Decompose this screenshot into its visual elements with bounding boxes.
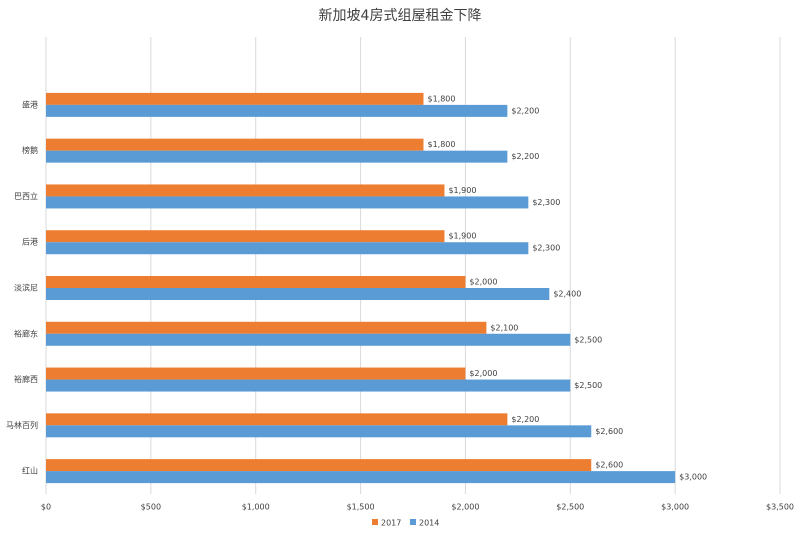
x-tick-label: $1,000 [242, 503, 270, 512]
chart-title: 新加坡4房式组屋租金下降 [319, 8, 482, 24]
bar [46, 459, 592, 472]
bar [46, 92, 424, 105]
value-label: $2,600 [595, 427, 623, 436]
bar [46, 425, 592, 438]
legend-swatch [410, 519, 416, 525]
value-label: $2,500 [574, 381, 602, 390]
value-label: $1,800 [427, 94, 455, 103]
y-tick-label: 后港 [22, 237, 38, 247]
bar [46, 321, 487, 334]
legend-label: 2017 [381, 519, 401, 528]
bar [46, 230, 445, 243]
bar [46, 471, 676, 484]
value-label: $3,000 [679, 473, 707, 482]
x-tick-label: $2,000 [451, 503, 479, 512]
value-label: $2,000 [469, 369, 497, 378]
x-tick-label: $2,500 [556, 503, 584, 512]
value-label: $2,200 [511, 106, 539, 115]
x-tick-label: $1,500 [347, 503, 375, 512]
bar [46, 138, 424, 151]
bar [46, 196, 529, 209]
value-label: $2,600 [595, 461, 623, 470]
legend-swatch [372, 519, 378, 525]
y-tick-label: 榜鹅 [22, 145, 38, 155]
value-label: $2,000 [469, 278, 497, 287]
value-label: $2,300 [532, 244, 560, 253]
x-tick-label: $0 [41, 503, 51, 512]
bar [46, 288, 550, 300]
value-label: $2,200 [511, 152, 539, 161]
y-tick-label: 巴西立 [14, 191, 38, 201]
y-tick-label: 红山 [22, 466, 38, 476]
bar [46, 333, 571, 346]
value-label: $2,500 [574, 335, 602, 344]
value-label: $2,300 [532, 198, 560, 207]
value-label: $1,800 [427, 140, 455, 149]
bar [46, 367, 466, 380]
value-label: $2,400 [553, 290, 581, 299]
value-label: $2,100 [490, 323, 518, 332]
y-tick-label: 淡滨尼 [14, 283, 38, 293]
value-label: $2,200 [511, 415, 539, 424]
value-label: $1,900 [448, 232, 476, 241]
y-tick-label: 马林百列 [6, 420, 38, 430]
bar [46, 276, 466, 288]
bar [46, 379, 571, 392]
bar [46, 413, 508, 426]
x-tick-label: $3,500 [766, 503, 794, 512]
y-tick-label: 裕廊西 [14, 374, 38, 384]
value-label: $1,900 [448, 186, 476, 195]
y-tick-label: 裕廊东 [14, 328, 38, 338]
bar [46, 184, 445, 197]
x-tick-label: $3,000 [661, 503, 689, 512]
legend-label: 2014 [419, 519, 439, 528]
bar [46, 242, 529, 255]
bar [46, 150, 508, 163]
y-tick-label: 盛港 [22, 99, 38, 109]
bar [46, 104, 508, 117]
x-tick-label: $500 [141, 503, 161, 512]
